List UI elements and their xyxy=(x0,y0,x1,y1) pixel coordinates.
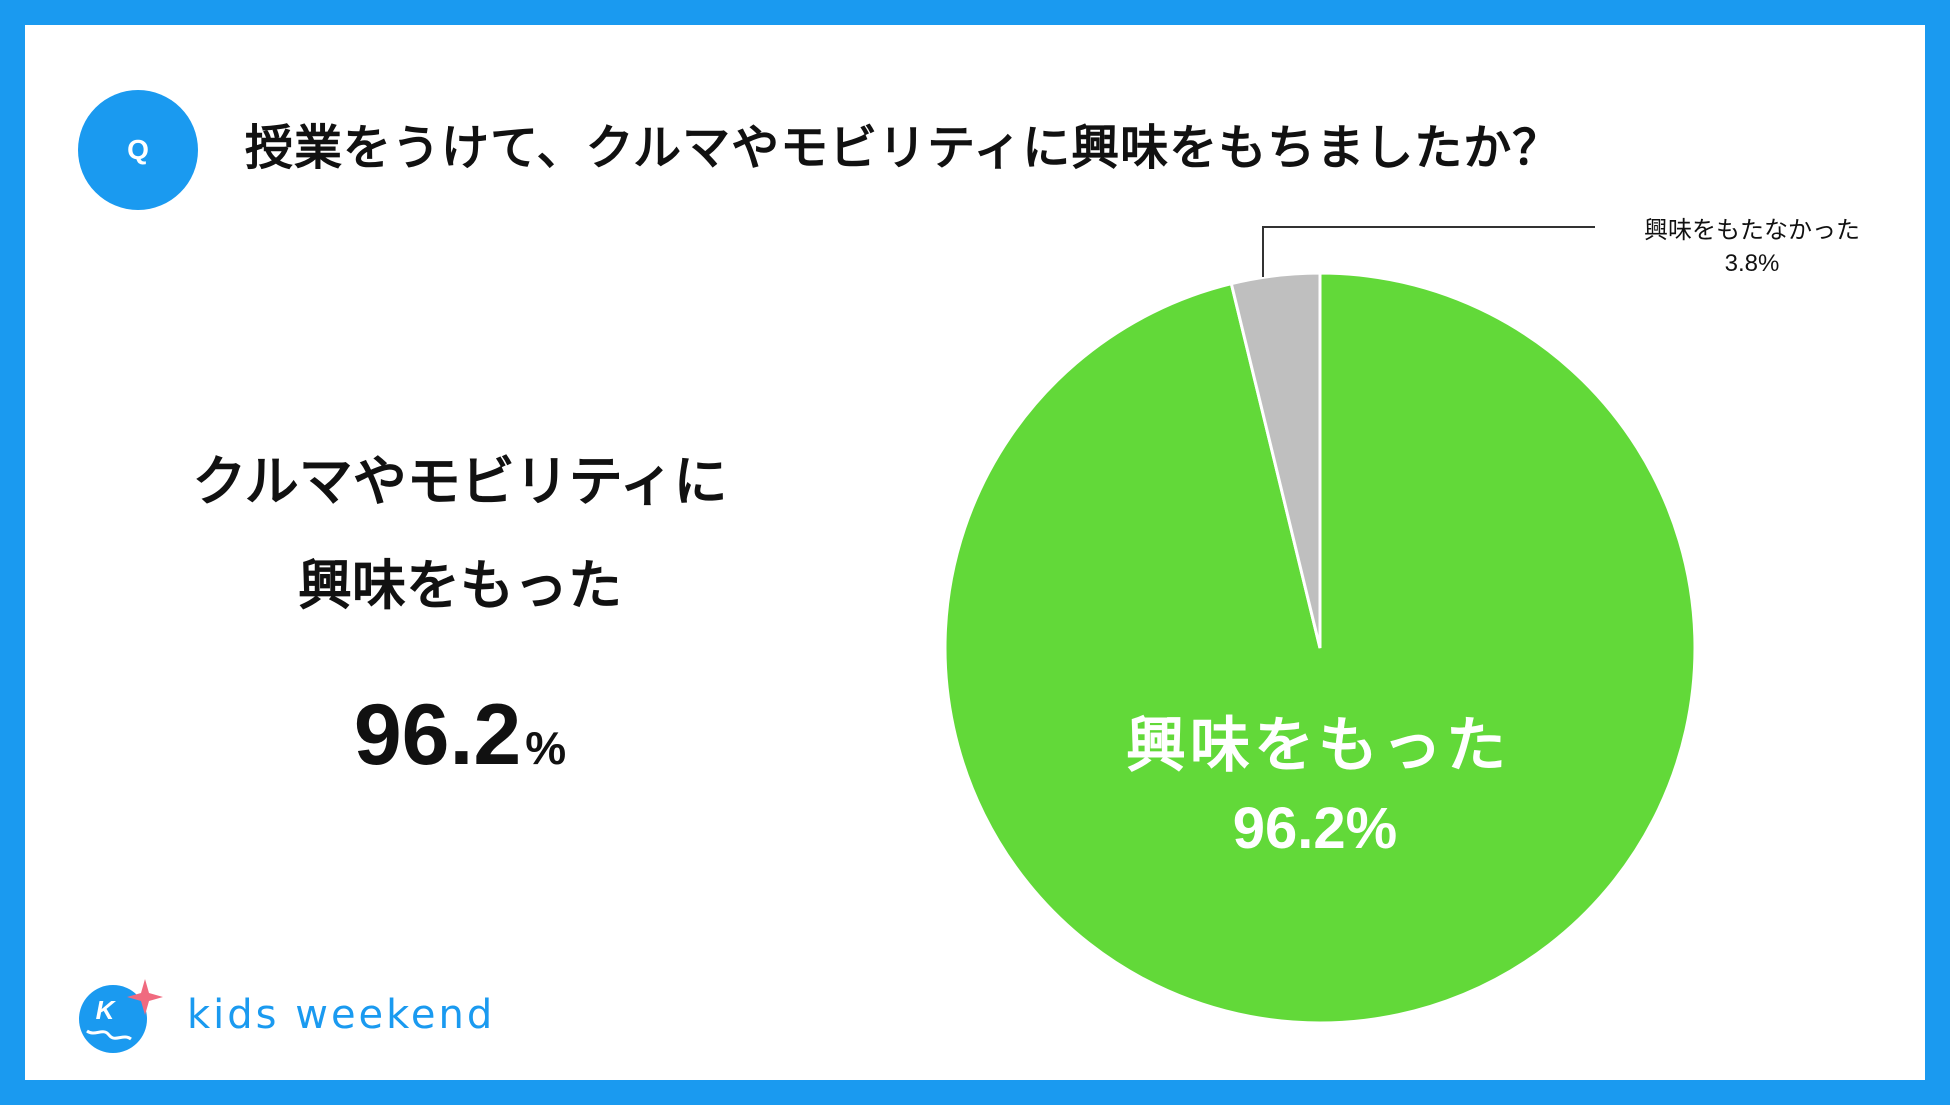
slice-value-not-interested: 3.8% xyxy=(1725,250,1780,277)
slice-value-interested: 96.2% xyxy=(1233,796,1397,861)
summary-value: 96.2% xyxy=(120,690,800,805)
result-summary: クルマやモビリティに 興味をもった 96.2% xyxy=(120,430,800,805)
slice-label-interested: 興味をもった xyxy=(1126,711,1510,781)
logo-mark-icon: K xyxy=(79,979,163,1053)
question-title: 授業をうけて、クルマやモビリティに興味をもちましたか？ xyxy=(245,120,1562,176)
summary-number: 96.2 xyxy=(353,687,522,783)
kids-weekend-logo: K kids weekend xyxy=(75,975,495,1055)
logo-text: kids weekend xyxy=(187,992,496,1038)
summary-line-2: 興味をもった xyxy=(298,554,622,617)
logo-mark-letter: K xyxy=(96,995,117,1025)
summary-unit: % xyxy=(525,722,567,774)
leader-line xyxy=(1262,226,1595,277)
question-badge: Q xyxy=(78,90,198,210)
summary-line-1: クルマやモビリティに xyxy=(192,450,728,513)
sparkle-icon xyxy=(127,979,163,1015)
slice-label-not-interested: 興味をもたなかった xyxy=(1644,216,1860,244)
pie-slice-not-interested xyxy=(1229,271,1322,649)
